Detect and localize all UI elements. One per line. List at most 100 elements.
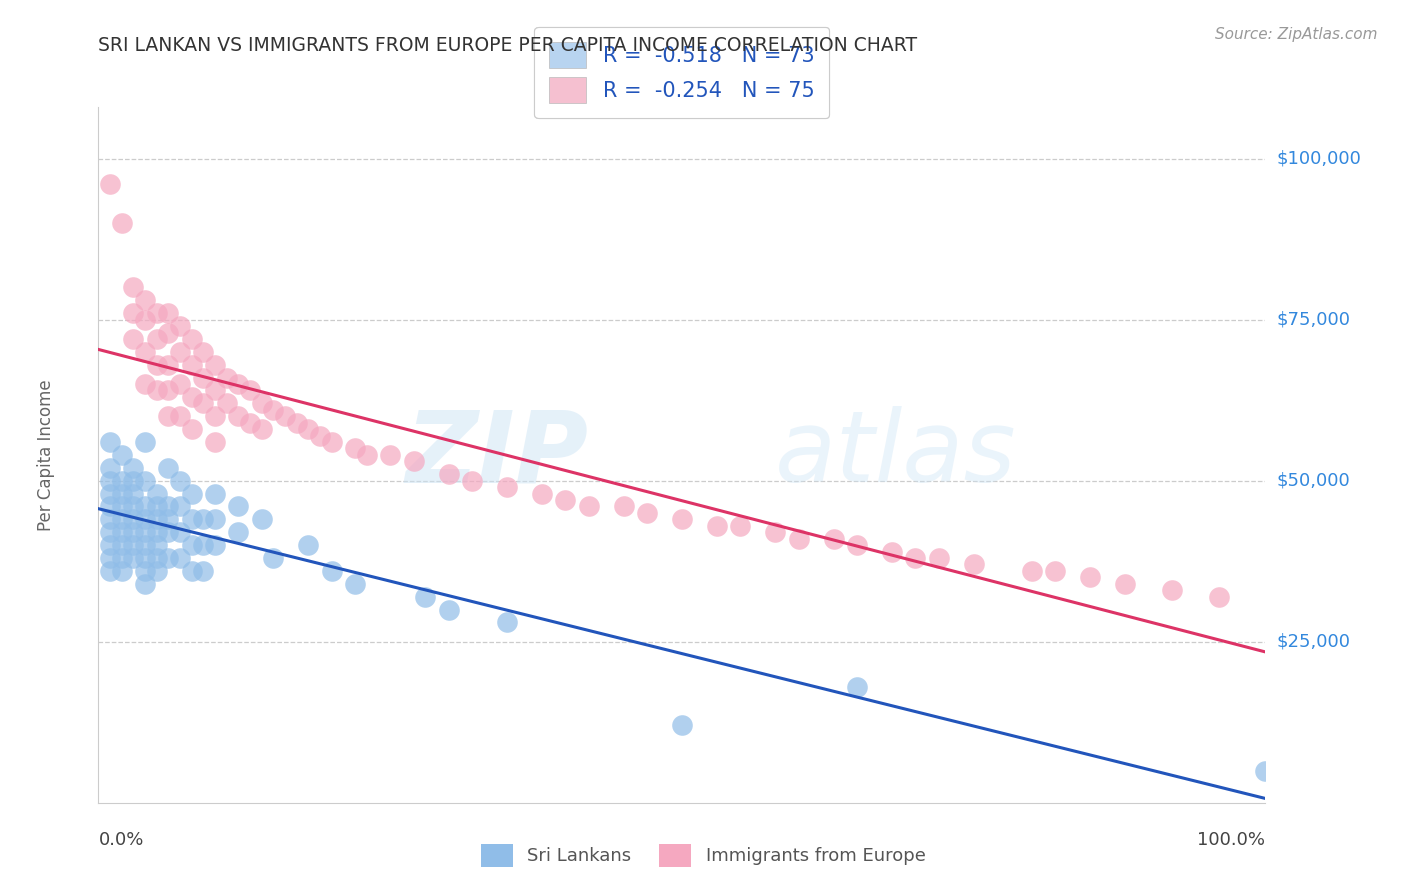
Point (146, 564, 169, 578)
Point (880, 544, 903, 558)
Point (122, 460, 145, 475)
Point (134, 576, 156, 591)
Point (98, 435, 121, 450)
Point (146, 332, 169, 346)
Point (787, 532, 810, 546)
Point (111, 474, 134, 488)
Point (250, 512, 273, 526)
Point (228, 500, 250, 514)
Point (122, 525, 145, 540)
Point (157, 500, 180, 514)
Point (146, 358, 169, 372)
Point (146, 500, 169, 514)
Point (146, 538, 169, 552)
Point (204, 512, 226, 526)
Point (169, 344, 191, 359)
Point (111, 500, 134, 514)
Point (413, 590, 436, 604)
Point (344, 576, 367, 591)
Point (204, 538, 226, 552)
Point (111, 512, 134, 526)
Point (1208, 590, 1230, 604)
Point (98, 486, 121, 500)
Point (157, 460, 180, 475)
Point (461, 474, 484, 488)
Point (193, 344, 215, 359)
Point (98, 538, 121, 552)
Point (193, 396, 215, 410)
Text: $50,000: $50,000 (1277, 472, 1350, 490)
Point (169, 409, 191, 424)
Text: atlas: atlas (775, 407, 1017, 503)
Point (134, 551, 156, 566)
Point (169, 525, 191, 540)
Point (239, 416, 262, 430)
Point (134, 293, 156, 308)
Point (98, 551, 121, 566)
Point (98, 564, 121, 578)
Point (180, 512, 202, 526)
Point (157, 525, 180, 540)
Point (122, 500, 145, 514)
Text: ZIP: ZIP (405, 407, 589, 503)
Point (134, 512, 156, 526)
Point (122, 474, 145, 488)
Point (169, 377, 191, 392)
Point (146, 551, 169, 566)
Point (134, 474, 156, 488)
Text: Source: ZipAtlas.com: Source: ZipAtlas.com (1215, 27, 1378, 42)
Point (122, 306, 145, 320)
Point (134, 344, 156, 359)
Point (321, 435, 343, 450)
Point (239, 384, 262, 398)
Point (98, 500, 121, 514)
Point (146, 384, 169, 398)
Text: $25,000: $25,000 (1277, 632, 1351, 651)
Point (204, 358, 226, 372)
Point (180, 390, 202, 404)
Point (157, 409, 180, 424)
Point (193, 370, 215, 384)
Point (823, 532, 845, 546)
Point (122, 512, 145, 526)
Point (250, 396, 273, 410)
Point (122, 332, 145, 346)
Point (111, 448, 134, 462)
Point (228, 409, 250, 424)
Point (763, 525, 786, 540)
Point (134, 312, 156, 326)
Point (437, 467, 460, 482)
Point (437, 602, 460, 616)
Point (402, 454, 425, 468)
Point (1045, 564, 1067, 578)
Point (706, 518, 728, 533)
Point (169, 474, 191, 488)
Point (344, 442, 367, 456)
Point (215, 370, 238, 384)
Point (134, 377, 156, 392)
Point (928, 551, 950, 566)
Point (122, 280, 145, 294)
Point (297, 538, 319, 552)
Text: SRI LANKAN VS IMMIGRANTS FROM EUROPE PER CAPITA INCOME CORRELATION CHART: SRI LANKAN VS IMMIGRANTS FROM EUROPE PER… (98, 36, 918, 54)
Point (554, 493, 576, 508)
Point (157, 326, 180, 340)
Point (146, 525, 169, 540)
Point (671, 512, 693, 526)
Point (309, 428, 332, 442)
Legend: Sri Lankans, Immigrants from Europe: Sri Lankans, Immigrants from Europe (474, 837, 932, 874)
Point (157, 358, 180, 372)
Point (180, 564, 202, 578)
Point (111, 525, 134, 540)
Point (250, 422, 273, 436)
Point (204, 486, 226, 500)
Point (180, 358, 202, 372)
Point (169, 319, 191, 334)
Point (1114, 576, 1136, 591)
Point (262, 402, 284, 417)
Point (98, 512, 121, 526)
Point (613, 500, 636, 514)
Point (157, 384, 180, 398)
Point (111, 538, 134, 552)
Point (180, 538, 202, 552)
